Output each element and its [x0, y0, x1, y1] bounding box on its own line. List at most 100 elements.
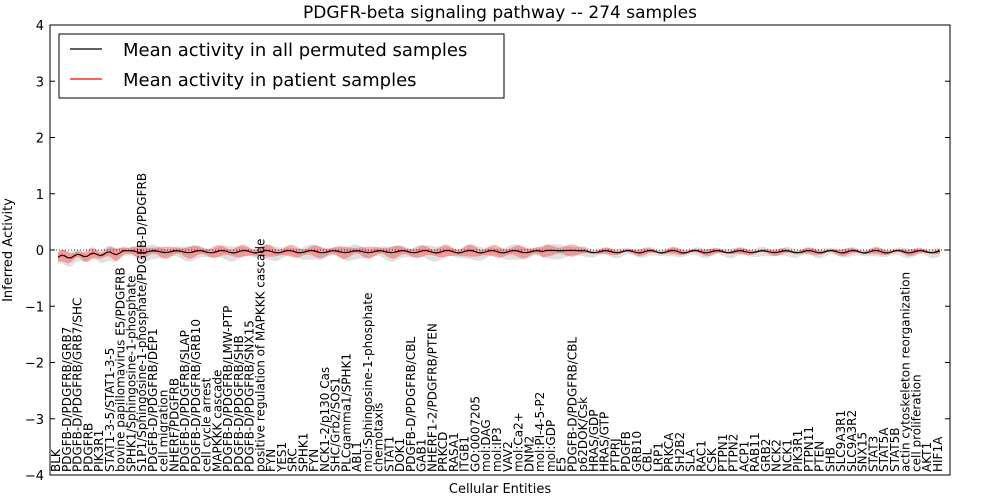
entity-label: PDGFB-D/PDGFRB/LMW-PTP — [221, 306, 235, 472]
legend-label-permuted: Mean activity in all permuted samples — [123, 40, 467, 61]
entity-label: PDGFB-D/PDGFRB/GRB7 — [60, 327, 74, 472]
entity-label: SLA — [684, 448, 698, 472]
entity-label: BLK — [49, 448, 63, 472]
entity-label: mol:Ca2+ — [512, 412, 526, 472]
entity-label: PIK3R1 — [92, 430, 106, 472]
entity-label: GAB1 — [415, 439, 429, 472]
entity-label: GRB2 — [759, 438, 773, 472]
entity-label: SNX15 — [856, 432, 870, 472]
entity-label: SPHK1 — [296, 433, 310, 472]
plot-area: BLKPDGFB-D/PDGFRB/GRB7PDGFB-D/PDGFRB/GRB… — [49, 173, 950, 473]
entity-label: PDGFB-D/PDGFRB/GRB10 — [189, 319, 203, 472]
entity-label: S1P1/Sphingosine-1-phosphate/PDGFB-D/PDG… — [135, 173, 149, 472]
entity-label: PTPRJ — [608, 438, 622, 472]
entity-label: PTPN2 — [727, 434, 741, 472]
entity-label: DNM2 — [522, 436, 536, 472]
entity-label: chemotaxis — [372, 403, 386, 472]
entity-label: positive regulation of MAPKKK cascade — [253, 239, 267, 472]
y-axis-label: Inferred Activity — [1, 198, 16, 302]
entity-label: mol:PI-4-5-P2 — [533, 392, 547, 472]
x-axis-label: Cellular Entities — [449, 482, 551, 497]
y-tick-label: −1 — [25, 300, 44, 315]
entity-label: SHC/Grb2/SOS1 — [329, 377, 343, 472]
entity-label: NHERF/PDGFRB — [167, 378, 181, 472]
entity-label: NHERF1-2/PDGFRB/PTEN — [426, 323, 440, 472]
entity-label: cell proliferation — [910, 374, 924, 472]
entity-label: SLC9A3R2 — [845, 410, 859, 472]
entity-label: RAC1 — [694, 440, 708, 472]
entity-label: PTPN11 — [802, 426, 816, 472]
entity-label: FYN — [264, 449, 278, 472]
y-tick-label: 1 — [36, 188, 44, 203]
entity-label: PIK3R1 — [791, 430, 805, 472]
entity-label: cell migration — [157, 390, 171, 472]
patient-band-area — [58, 244, 940, 264]
entity-label: PRKCD — [436, 432, 450, 472]
entity-label: E5 — [555, 457, 569, 472]
y-tick-label: −2 — [25, 357, 44, 372]
entity-label: STAT5A — [877, 427, 891, 472]
entity-label: RASA1 — [447, 432, 461, 472]
y-tick-label: 4 — [36, 19, 44, 34]
y-axis: −4 −3 −2 −1 0 1 2 3 4 — [25, 19, 950, 484]
entity-label: mol:DAG — [479, 419, 493, 472]
permuted-mean-line — [57, 250, 941, 259]
entity-label: NCK1-2/p130 Cas — [318, 367, 332, 472]
entity-label: HRAS/GTP — [598, 412, 612, 472]
chart-title: PDGFR-beta signaling pathway -- 274 samp… — [303, 3, 697, 23]
entity-label: PDGFB-D/PDGFRB/SHB — [232, 335, 246, 472]
entity-label: STAT1 — [382, 436, 396, 472]
entity-label: PRKCA — [662, 432, 676, 472]
legend-label-patient: Mean activity in patient samples — [123, 70, 417, 91]
entity-label: SLC9A3R1 — [834, 410, 848, 472]
entity-label: ACP1 — [737, 441, 751, 472]
entity-label: GRB10 — [630, 431, 644, 472]
entity-label: CBL — [641, 448, 655, 472]
entity-label: CSK — [705, 447, 719, 472]
entity-label: PDGFB-D/PDGFRB/DEP1 — [146, 328, 160, 472]
y-tick-label: 2 — [36, 132, 44, 147]
entity-label: PLCgamma1/SPHK1 — [339, 353, 353, 472]
y-tick-label: −4 — [25, 469, 44, 484]
entity-label: SPHK1/Sphingosine-1-phosphate — [124, 275, 138, 472]
patient-band — [58, 244, 940, 264]
entity-label: STAT3 — [867, 436, 881, 472]
entity-label: ITGB1 — [458, 436, 472, 472]
entity-label: mol:IP3 — [490, 427, 504, 472]
legend: Mean activity in all permuted samples Me… — [58, 33, 505, 99]
entity-label: GO:0007205 — [469, 396, 483, 472]
entity-label: bovine papillomavirus E5/PDGFRB — [114, 267, 128, 472]
entity-label: VAV2 — [501, 441, 515, 472]
y-tick-label: −3 — [25, 413, 44, 428]
y-tick-label: 0 — [36, 244, 44, 259]
entity-label: STAT5B — [888, 428, 902, 473]
entity-label: actin cytoskeleton reorganization — [899, 272, 913, 472]
entity-label: PDGFB-D/PDGFRB/SLAP — [178, 330, 192, 472]
entity-label: SHB — [823, 447, 837, 472]
entity-label: PDGFB — [619, 431, 633, 472]
entity-label: mol:GDP — [544, 420, 558, 472]
entity-label: NCK1 — [780, 439, 794, 472]
entity-label: PDGFB-D/PDGFRB/GRB7/SHC — [71, 298, 85, 472]
entity-label: RAB11 — [748, 432, 762, 472]
entity-label: ABL1 — [350, 441, 364, 472]
entity-label: DOK1 — [393, 438, 407, 472]
entity-label: PDGFRB — [81, 423, 95, 472]
entity-label: p62DOK/Csk — [576, 397, 590, 472]
y-tick-label: 3 — [36, 75, 44, 90]
entity-label: HIF1A — [931, 436, 945, 472]
entity-labels: BLKPDGFB-D/PDGFRB/GRB7PDGFB-D/PDGFRB/GRB… — [49, 173, 945, 473]
entity-label: YES1 — [275, 442, 289, 473]
entity-label: mol:Sphingosine-1-phosphate — [361, 293, 375, 473]
entity-label: PDGFB-D/PDGFRB/SNX15 — [243, 320, 257, 472]
entity-label: cell cycle arrest — [200, 377, 214, 472]
entity-label: SH2B2 — [673, 432, 687, 472]
entity-label: STAT1-3-5/STAT1-3-5 — [103, 348, 117, 472]
entity-label: PDGFB-D/PDGFRB/CBL — [565, 337, 579, 472]
series-lines — [50, 249, 950, 259]
entity-label: HRAS/GDP — [587, 409, 601, 472]
entity-label: PTPN1 — [716, 434, 730, 472]
entity-label: SRC — [286, 448, 300, 472]
entity-label: FYN — [307, 449, 321, 472]
